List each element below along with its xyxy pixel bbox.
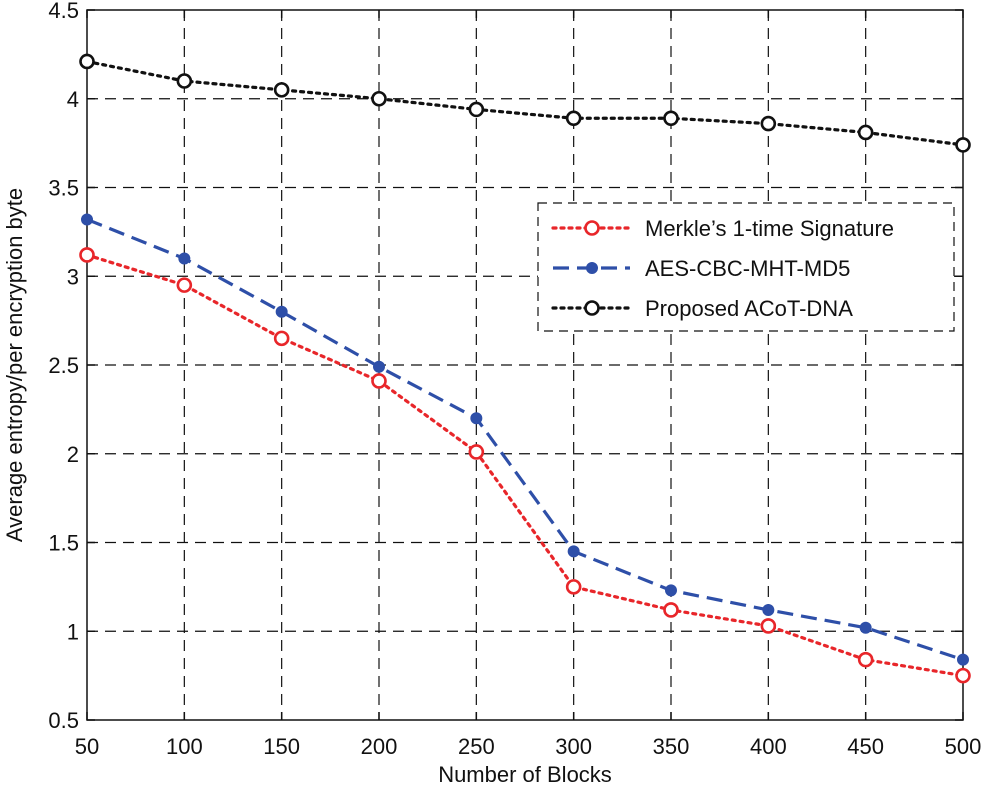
data-point [567, 545, 580, 558]
y-axis-label: Average entropy/per encryption byte [2, 188, 27, 542]
y-tick-label: 4.5 [48, 0, 79, 23]
data-point [79, 247, 95, 263]
data-point [565, 579, 582, 595]
x-axis-label: Number of Blocks [438, 762, 612, 787]
x-tick-label: 200 [361, 734, 398, 759]
data-point [665, 584, 677, 597]
data-series [79, 53, 971, 684]
data-point [176, 277, 193, 293]
legend-label: Proposed ACoT-DNA [645, 296, 853, 321]
x-tick-label: 500 [945, 734, 982, 759]
y-tick-label: 0.5 [48, 708, 79, 733]
legend: Merkle’s 1-time Signature AES-CBC-MHT-MD5… [537, 202, 955, 332]
data-point [273, 82, 290, 98]
series-line [85, 253, 965, 678]
data-point [957, 653, 969, 666]
x-tick-label: 350 [653, 734, 690, 759]
data-point [176, 73, 193, 89]
series-line [85, 59, 965, 147]
y-tick-label: 3.5 [48, 176, 79, 201]
data-point [565, 110, 582, 127]
legend-marker [584, 220, 600, 236]
data-point [663, 110, 679, 127]
data-point [275, 305, 288, 318]
x-tick-label: 450 [847, 734, 884, 759]
y-tick-label: 4 [67, 87, 79, 112]
data-point [468, 101, 485, 118]
data-point [762, 603, 775, 616]
x-tick-label: 250 [458, 734, 495, 759]
series-2 [81, 213, 969, 666]
data-point [468, 444, 485, 460]
legend-label: AES-CBC-MHT-MD5 [645, 256, 850, 281]
x-tick-label: 100 [166, 734, 203, 759]
x-tick-label: 300 [555, 734, 592, 759]
data-point [857, 651, 874, 668]
legend-marker [586, 262, 598, 274]
data-point [79, 53, 95, 70]
legend-marker [584, 300, 600, 316]
series-1 [79, 247, 971, 684]
series-3 [79, 53, 971, 153]
data-point [760, 618, 777, 634]
data-point [857, 124, 874, 141]
data-point [760, 115, 777, 132]
x-tick-label: 50 [75, 734, 99, 759]
data-point [273, 330, 290, 347]
y-tick-label: 2 [67, 442, 79, 467]
data-point [81, 213, 93, 226]
y-tick-label: 1 [67, 619, 79, 644]
y-tick-label: 2.5 [48, 353, 79, 378]
data-point [663, 602, 679, 618]
legend-label: Merkle’s 1-time Signature [645, 216, 894, 241]
data-point [859, 621, 872, 634]
x-tick-label: 400 [750, 734, 787, 759]
data-point [955, 137, 971, 153]
data-point [470, 412, 483, 425]
data-point [371, 373, 387, 389]
data-point [178, 252, 191, 265]
data-point [371, 90, 387, 107]
data-point [955, 667, 971, 684]
y-tick-label: 3 [67, 264, 79, 289]
x-tick-label: 150 [263, 734, 300, 759]
data-point [373, 360, 385, 373]
y-tick-label: 1.5 [48, 531, 79, 556]
axis-ticks: 50 100 150 200 250 300 350 400 450 500 0.5 1 1.5 2 2.5… [48, 0, 981, 759]
